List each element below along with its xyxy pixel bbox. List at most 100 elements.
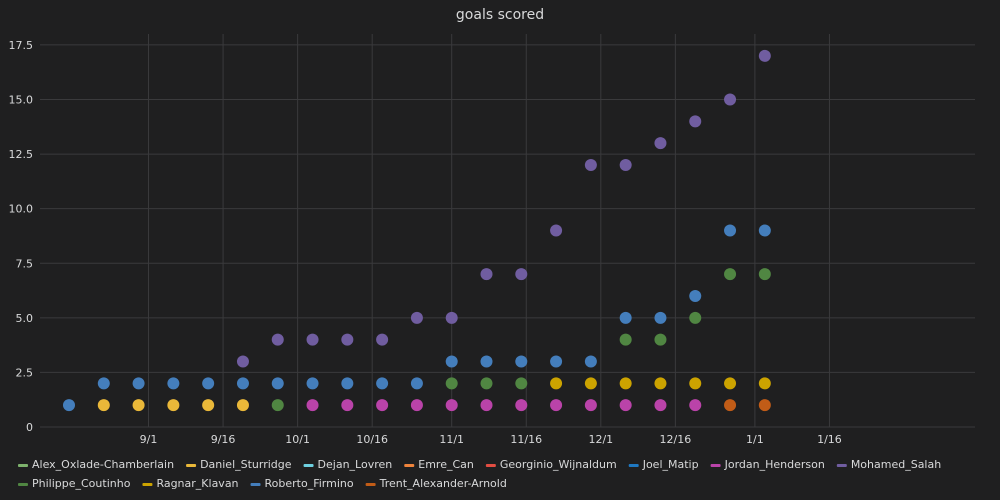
data-point [236, 355, 249, 368]
data-point [236, 399, 249, 412]
data-point [410, 399, 423, 412]
y-tick-label: 12.5 [9, 148, 34, 161]
legend-item[interactable]: Trent_Alexander-Arnold [365, 477, 507, 490]
legend-item[interactable]: Dejan_Lovren [303, 458, 393, 471]
legend-label: Alex_Oxlade-Chamberlain [32, 458, 174, 471]
data-point [167, 399, 180, 412]
data-point [689, 377, 702, 390]
x-tick-label: 10/16 [356, 433, 388, 446]
x-tick-label: 12/16 [660, 433, 692, 446]
x-tick-label: 9/16 [211, 433, 236, 446]
data-point [654, 333, 667, 346]
axes: 0 2.5 5.0 7.5 10.0 12.5 15.0 17.5 9/1 9/16 10/1 10/… [9, 39, 842, 446]
data-point [445, 311, 458, 324]
data-point [515, 377, 528, 390]
y-tick-label: 17.5 [9, 39, 34, 52]
data-point [202, 399, 215, 412]
data-point [654, 399, 667, 412]
data-point [236, 377, 249, 390]
legend-item[interactable]: Philippe_Coutinho [18, 477, 131, 490]
data-point [480, 377, 493, 390]
data-point [619, 159, 632, 171]
legend-swatch-icon [303, 464, 314, 467]
data-point [306, 333, 319, 346]
data-point [445, 399, 458, 412]
data-point [271, 333, 284, 346]
data-point [758, 377, 771, 390]
legend-swatch-icon [628, 464, 639, 467]
y-tick-label: 0 [26, 421, 33, 434]
data-point [376, 377, 389, 390]
data-point [306, 377, 319, 390]
data-point [202, 377, 215, 390]
data-point [619, 333, 632, 346]
data-point [480, 268, 493, 281]
data-point [584, 377, 597, 390]
data-point [758, 399, 771, 412]
data-point [689, 311, 702, 324]
data-point [654, 137, 667, 150]
data-point [619, 399, 632, 412]
legend-item[interactable]: Daniel_Sturridge [186, 458, 292, 471]
data-point [724, 399, 737, 412]
data-point [724, 93, 737, 106]
data-point [654, 377, 667, 390]
legend-item[interactable]: Georginio_Wijnaldum [485, 458, 617, 471]
legend-label: Emre_Can [418, 458, 474, 471]
x-tick-label: 1/16 [817, 433, 842, 446]
legend-label: Roberto_Firmino [265, 477, 354, 490]
data-point [550, 355, 563, 368]
x-tick-label: 9/1 [140, 433, 158, 446]
y-tick-label: 7.5 [16, 257, 34, 270]
data-point [584, 399, 597, 412]
legend-label: Daniel_Sturridge [200, 458, 292, 471]
x-tick-label: 10/1 [285, 433, 310, 446]
data-point [758, 268, 771, 281]
legend-swatch-icon [18, 464, 28, 467]
data-point [724, 224, 737, 237]
data-point [550, 224, 563, 237]
legend-label: Ragnar_Klavan [156, 477, 238, 490]
legend-label: Joel_Matip [642, 458, 699, 471]
data-points [63, 49, 771, 412]
legend-swatch-icon [365, 483, 376, 486]
legend-item[interactable]: Roberto_Firmino [250, 477, 354, 490]
legend-swatch-icon [404, 464, 415, 467]
data-point [376, 399, 389, 412]
data-point [689, 115, 702, 128]
data-point [376, 333, 389, 346]
legend[interactable]: Alex_Oxlade-Chamberlain Daniel_Sturridge D… [18, 458, 941, 490]
data-point [689, 290, 702, 302]
legend-item[interactable]: Emre_Can [404, 458, 474, 471]
legend-item[interactable]: Joel_Matip [628, 458, 699, 471]
legend-label: Georginio_Wijnaldum [500, 458, 617, 471]
data-point [515, 399, 528, 412]
data-point [550, 399, 563, 412]
data-point [341, 399, 354, 412]
legend-item[interactable]: Mohamed_Salah [836, 458, 941, 471]
legend-swatch-icon [186, 464, 197, 467]
legend-swatch-icon [836, 464, 847, 467]
y-tick-label: 10.0 [9, 203, 34, 216]
legend-label: Dejan_Lovren [318, 458, 393, 471]
data-point [445, 377, 458, 390]
legend-item[interactable]: Jordan_Henderson [710, 458, 825, 471]
x-tick-label: 11/16 [510, 433, 542, 446]
legend-item[interactable]: Alex_Oxlade-Chamberlain [18, 458, 174, 471]
legend-item[interactable]: Ragnar_Klavan [142, 477, 239, 490]
data-point [480, 399, 493, 412]
data-point [724, 377, 737, 390]
data-point [550, 377, 563, 390]
data-point [445, 355, 458, 368]
data-point [654, 311, 667, 324]
data-point [63, 399, 75, 412]
legend-swatch-icon [142, 483, 153, 486]
data-point [410, 377, 423, 390]
legend-swatch-icon [250, 483, 261, 486]
y-tick-label: 15.0 [9, 94, 34, 107]
legend-swatch-icon [485, 464, 496, 467]
data-point [619, 311, 632, 324]
chart-title: goals scored [456, 7, 544, 23]
data-point [584, 159, 597, 171]
